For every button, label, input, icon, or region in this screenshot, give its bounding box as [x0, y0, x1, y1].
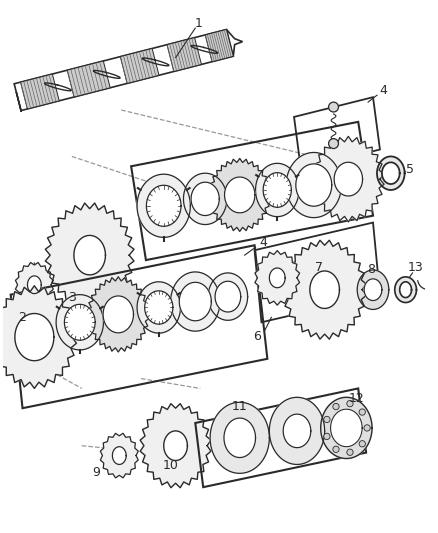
Polygon shape — [146, 185, 181, 227]
Circle shape — [359, 441, 365, 447]
Polygon shape — [209, 158, 271, 231]
Polygon shape — [114, 309, 123, 320]
Polygon shape — [191, 182, 219, 215]
Polygon shape — [67, 61, 110, 97]
Polygon shape — [235, 190, 244, 200]
Circle shape — [333, 446, 339, 453]
Polygon shape — [137, 282, 180, 333]
Polygon shape — [331, 409, 362, 447]
Polygon shape — [179, 282, 212, 321]
Polygon shape — [16, 92, 21, 112]
Polygon shape — [14, 29, 233, 110]
Polygon shape — [269, 397, 325, 464]
Text: 2: 2 — [18, 311, 26, 324]
Text: 10: 10 — [162, 459, 179, 472]
Polygon shape — [263, 173, 291, 207]
Circle shape — [328, 139, 339, 149]
Polygon shape — [56, 295, 103, 350]
Text: 7: 7 — [315, 262, 323, 274]
Polygon shape — [120, 49, 159, 84]
Polygon shape — [286, 152, 342, 217]
Polygon shape — [137, 174, 191, 237]
Polygon shape — [283, 240, 367, 339]
Polygon shape — [255, 251, 300, 305]
Text: 13: 13 — [408, 262, 424, 274]
Polygon shape — [74, 236, 106, 275]
Polygon shape — [28, 276, 41, 294]
Text: 3: 3 — [68, 291, 76, 304]
Polygon shape — [224, 418, 255, 457]
Polygon shape — [225, 177, 255, 213]
Polygon shape — [310, 271, 339, 309]
Polygon shape — [321, 397, 372, 458]
Polygon shape — [210, 402, 269, 473]
Circle shape — [347, 449, 353, 455]
Polygon shape — [269, 268, 285, 288]
Polygon shape — [296, 164, 332, 206]
Text: 12: 12 — [348, 392, 364, 405]
Polygon shape — [103, 296, 134, 333]
Circle shape — [324, 416, 330, 423]
Circle shape — [333, 403, 339, 410]
Polygon shape — [145, 291, 173, 324]
Polygon shape — [167, 38, 201, 71]
Circle shape — [359, 409, 365, 415]
Polygon shape — [164, 431, 187, 461]
Circle shape — [328, 102, 339, 112]
Text: 1: 1 — [194, 17, 202, 30]
Polygon shape — [357, 270, 389, 310]
Polygon shape — [334, 162, 363, 196]
Polygon shape — [45, 203, 134, 307]
Circle shape — [347, 400, 353, 407]
Circle shape — [364, 425, 370, 431]
Polygon shape — [88, 277, 149, 352]
Polygon shape — [184, 173, 227, 224]
Polygon shape — [283, 414, 311, 448]
Polygon shape — [226, 29, 243, 56]
Polygon shape — [0, 286, 77, 389]
Polygon shape — [395, 277, 417, 303]
Polygon shape — [215, 281, 241, 312]
Text: 5: 5 — [406, 163, 413, 176]
Polygon shape — [205, 29, 233, 62]
Text: 4: 4 — [259, 236, 267, 249]
Polygon shape — [15, 262, 53, 307]
Polygon shape — [313, 136, 384, 222]
Text: 4: 4 — [379, 84, 387, 97]
Text: 8: 8 — [367, 263, 375, 277]
Text: 9: 9 — [92, 466, 100, 479]
Polygon shape — [140, 403, 211, 488]
Polygon shape — [171, 272, 220, 331]
Polygon shape — [208, 273, 247, 320]
Polygon shape — [400, 282, 412, 297]
Polygon shape — [255, 163, 299, 216]
Polygon shape — [21, 74, 59, 109]
Polygon shape — [113, 447, 126, 464]
Text: 6: 6 — [254, 329, 261, 343]
Polygon shape — [15, 313, 54, 361]
Polygon shape — [377, 156, 405, 190]
Circle shape — [324, 433, 330, 440]
Text: 11: 11 — [232, 400, 247, 413]
Polygon shape — [64, 304, 95, 340]
Polygon shape — [382, 163, 400, 184]
Polygon shape — [100, 433, 138, 478]
Polygon shape — [364, 279, 382, 301]
